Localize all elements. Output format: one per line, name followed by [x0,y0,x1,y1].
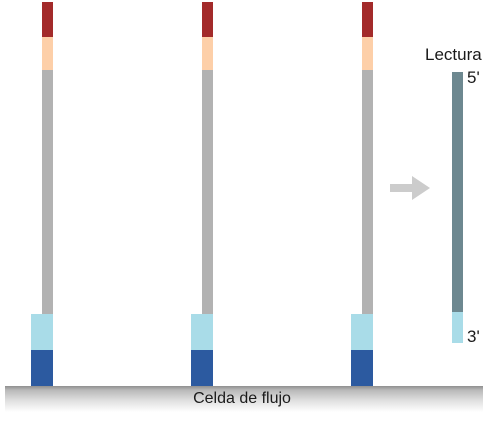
strand-3-peach-segment [362,37,373,70]
strand-2-dark-blue-anchor [191,350,213,386]
strand-3-light-blue-adapter [351,314,373,350]
read-five-prime-label: 5' [467,68,480,87]
read-title: Lectura [425,45,482,64]
right-arrow-icon [390,176,430,200]
flow-cell-label: Celda de flujo [193,390,291,407]
strand-2-light-blue-adapter [191,314,213,350]
strand-2-peach-segment [202,37,213,70]
strand-1-light-blue-adapter [31,314,53,350]
read-three-prime-label: 3' [467,327,480,346]
strand-1-peach-segment [42,37,53,70]
read-adapter [452,312,463,343]
read-insert [452,72,463,312]
flow-cell [5,386,483,412]
strand-2-red-end [202,2,213,37]
strand-1-gray-insert [42,70,53,314]
strand-3-gray-insert [362,70,373,314]
strand-3-dark-blue-anchor [351,350,373,386]
strand-3-red-end [362,2,373,37]
strand-2-gray-insert [202,70,213,314]
strand-1-red-end [42,2,53,37]
strand-1-dark-blue-anchor [31,350,53,386]
